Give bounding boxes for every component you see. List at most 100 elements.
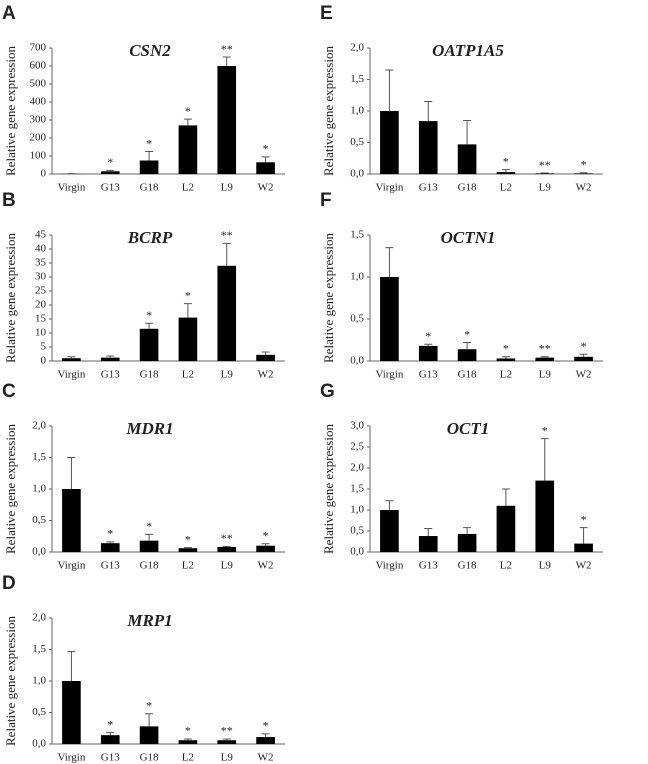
y-tick-label: 1,5 [350,483,364,495]
bar [178,317,198,361]
error-bar [145,151,154,161]
x-tick-label: W2 [258,369,274,381]
y-tick-label: 45 [35,229,47,241]
x-tick-label: G13 [101,752,120,764]
error-bar [67,457,76,489]
bar [100,171,120,174]
panel-label: A [2,3,16,24]
significance: * [263,142,269,156]
bar [380,277,399,361]
error-bar [183,547,192,549]
error-bar [540,356,549,358]
error-bar [261,156,270,163]
x-tick-label: Virgin [57,182,85,194]
significance: ** [539,342,551,356]
y-tick-label: 1,0 [350,105,364,117]
panel: E OATP1A5 Relative gene expression 0,0 0,5 1,… [320,3,603,194]
x-tick-label: L2 [500,369,512,381]
error-bar [67,650,76,681]
bar [574,173,593,174]
y-axis-label: Relative gene expression [321,424,336,554]
bar [496,358,516,361]
chart-title: OCTN1 [441,228,496,247]
error-bar [261,351,270,355]
bar [256,545,275,552]
panel-label: G [320,381,335,402]
error-bar [183,118,192,126]
y-tick-label: 0,5 [350,136,364,148]
error-bar [463,527,472,534]
error-bar [501,356,510,359]
y-tick-label: 40 [35,243,47,255]
bar [574,543,593,552]
panel: A CSN2 Relative gene expression 0 100 200 300 4… [2,3,285,194]
significance: * [107,717,113,731]
significance: * [581,339,587,353]
x-tick-label: L2 [500,182,512,194]
error-bar [106,355,115,358]
significance: * [503,342,509,356]
x-tick-label: G13 [419,369,438,381]
y-tick-label: 600 [30,60,47,72]
y-tick-label: 35 [35,257,47,269]
error-bar [183,303,192,318]
x-tick-label: L9 [221,752,234,764]
error-bar [222,545,231,547]
x-tick-label: L2 [182,560,194,572]
y-tick-label: 400 [30,96,47,108]
y-tick-label: 15 [35,313,47,325]
error-bar [424,101,433,122]
x-tick-label: L9 [221,182,234,194]
bar [457,349,477,361]
bar [256,737,275,744]
error-bar [222,56,231,66]
x-tick-label: G18 [140,182,159,194]
error-bar [579,353,588,357]
bar [139,328,159,361]
y-axis-label: Relative gene expression [321,233,336,363]
significance: ** [221,228,233,242]
x-tick-label: L9 [221,369,234,381]
y-tick-label: 1,0 [32,675,46,687]
y-tick-label: 0,0 [350,168,364,180]
bar [256,162,275,174]
bar [217,740,237,744]
chart-title: OATP1A5 [432,41,504,60]
y-tick-label: 0,0 [32,546,46,558]
y-tick-label: 1,0 [350,504,364,516]
error-bar [145,322,154,329]
y-tick-label: 300 [30,114,47,126]
y-tick-label: 0,0 [32,738,46,750]
y-tick-label: 1,0 [32,483,46,495]
x-tick-label: G13 [101,369,120,381]
x-tick-label: Virgin [57,752,85,764]
bar [496,505,516,552]
y-tick-label: 0,5 [32,706,46,718]
error-bar [501,169,510,173]
x-tick-label: W2 [576,560,592,572]
panel-label: B [2,190,16,211]
bar [139,160,159,174]
x-tick-label: G18 [458,560,477,572]
bar [139,540,159,552]
bar [535,357,555,361]
error-bar [540,438,549,481]
y-tick-label: 2,0 [350,42,364,54]
bar [256,354,275,361]
y-tick-label: 2,0 [32,612,46,624]
x-tick-label: L9 [539,560,552,572]
chart-title: CSN2 [129,41,171,60]
x-tick-label: W2 [576,369,592,381]
x-tick-label: G18 [458,182,477,194]
y-tick-label: 0,5 [350,525,364,537]
bar [100,357,120,361]
error-bar [183,738,192,741]
bar [62,681,81,744]
bar [217,66,237,174]
y-tick-label: 1,0 [350,271,364,283]
error-bar [106,541,115,544]
bar [457,533,477,552]
y-tick-label: 2,0 [32,420,46,432]
x-tick-label: G13 [101,182,120,194]
